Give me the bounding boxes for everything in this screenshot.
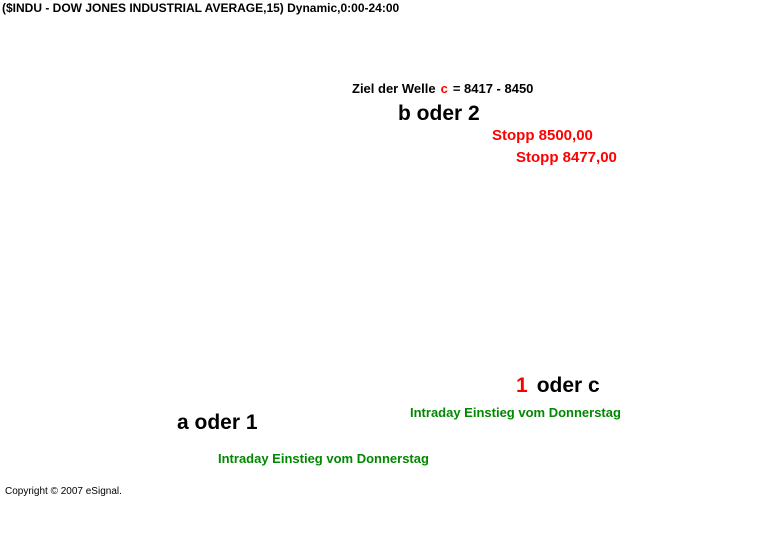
wave-target-range: = 8417 - 8450 (452, 81, 534, 96)
copyright-notice: Copyright © 2007 eSignal. (5, 486, 122, 497)
b-oder-2-annotation[interactable]: b oder 2 (398, 102, 480, 125)
stop-level-8500-annotation[interactable]: Stopp 8500,00 (492, 127, 593, 144)
wave-c-letter: c (440, 81, 448, 96)
intraday-entry-annotation-left[interactable]: Intraday Einstieg vom Donnerstag (218, 451, 429, 466)
wave-1-letter: 1 (516, 374, 528, 397)
1-oder-c-annotation[interactable]: 1 oder c (516, 374, 600, 398)
intraday-entry-annotation-right[interactable]: Intraday Einstieg vom Donnerstag (410, 405, 621, 420)
wave-target-text: Ziel der Welle (352, 81, 436, 96)
a-oder-1-annotation[interactable]: a oder 1 (177, 411, 258, 434)
chart-title: ($INDU - DOW JONES INDUSTRIAL AVERAGE,15… (2, 1, 400, 15)
wave-target-annotation[interactable]: Ziel der Welle c = 8417 - 8450 (352, 81, 533, 96)
oder-c-text: oder c (536, 374, 600, 397)
stop-level-8477-annotation[interactable]: Stopp 8477,00 (516, 149, 617, 166)
